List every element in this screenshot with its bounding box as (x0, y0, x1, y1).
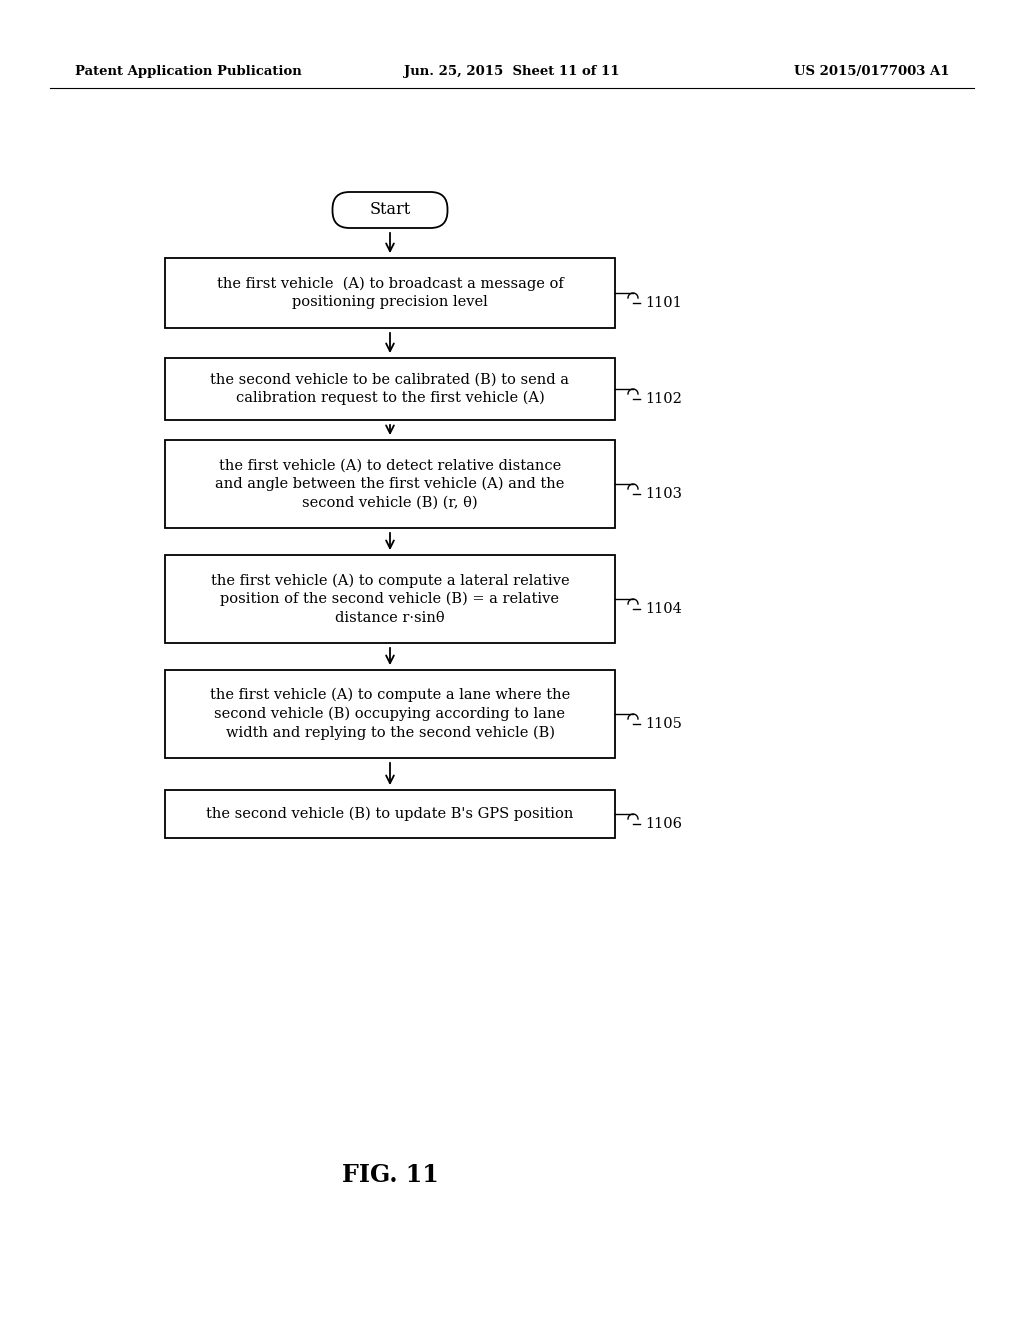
Bar (165, 671, 615, 758)
Text: US 2015/0177003 A1: US 2015/0177003 A1 (795, 66, 950, 78)
Text: 1106: 1106 (645, 817, 682, 832)
Bar (165, 257, 615, 327)
Text: the second vehicle (B) to update B's GPS position: the second vehicle (B) to update B's GPS… (206, 807, 573, 821)
FancyBboxPatch shape (333, 191, 447, 228)
Bar (165, 789, 615, 838)
Text: the first vehicle (A) to detect relative distance
and angle between the first ve: the first vehicle (A) to detect relative… (215, 458, 564, 510)
Text: the first vehicle (A) to compute a lateral relative
position of the second vehic: the first vehicle (A) to compute a later… (211, 573, 569, 624)
Text: 1101: 1101 (645, 296, 682, 310)
Text: Jun. 25, 2015  Sheet 11 of 11: Jun. 25, 2015 Sheet 11 of 11 (404, 66, 620, 78)
Bar (165, 358, 615, 420)
Text: FIG. 11: FIG. 11 (342, 1163, 438, 1187)
Text: 1103: 1103 (645, 487, 682, 502)
Text: 1105: 1105 (645, 717, 682, 731)
Text: the first vehicle  (A) to broadcast a message of
positioning precision level: the first vehicle (A) to broadcast a mes… (217, 277, 563, 309)
Text: 1102: 1102 (645, 392, 682, 407)
Bar (165, 440, 615, 528)
Text: Patent Application Publication: Patent Application Publication (75, 66, 302, 78)
Text: the second vehicle to be calibrated (B) to send a
calibration request to the fir: the second vehicle to be calibrated (B) … (211, 372, 569, 405)
Text: the first vehicle (A) to compute a lane where the
second vehicle (B) occupying a: the first vehicle (A) to compute a lane … (210, 688, 570, 741)
Text: 1104: 1104 (645, 602, 682, 616)
Bar (165, 554, 615, 643)
Text: Start: Start (370, 202, 411, 219)
